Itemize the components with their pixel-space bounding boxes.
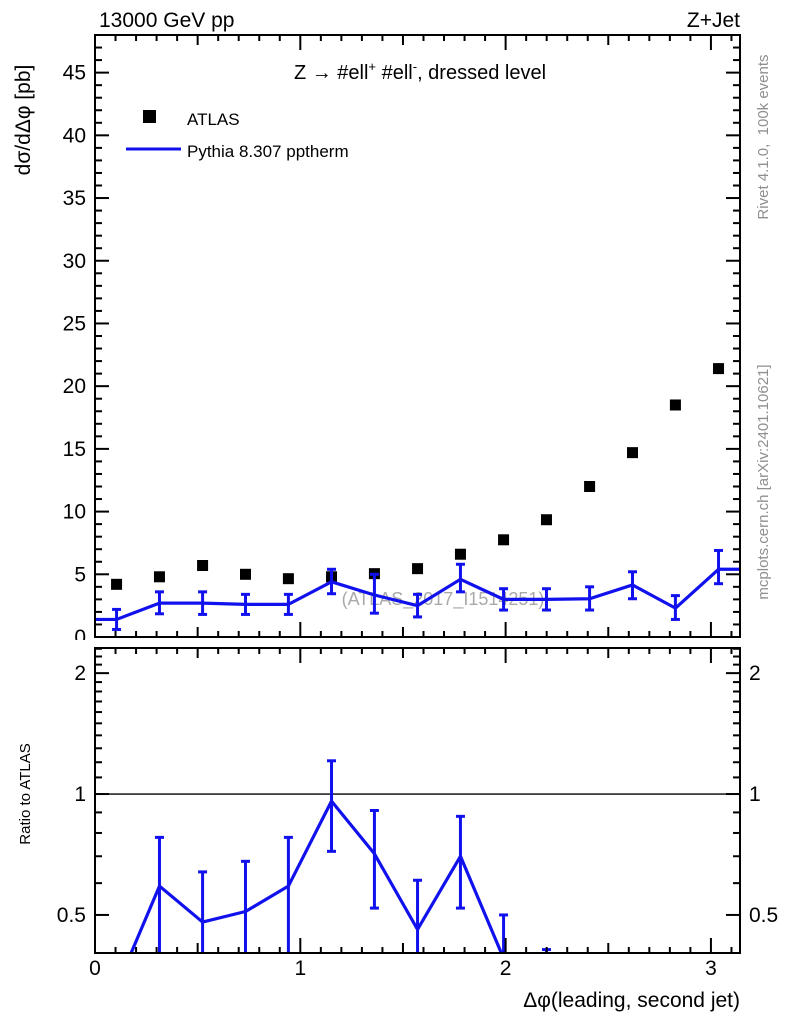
y-tick-label: 0 <box>74 626 86 649</box>
y-tick-label: 30 <box>63 250 86 273</box>
x-tick-label: 0 <box>89 957 101 980</box>
data-point-marker <box>669 399 681 411</box>
y-tick-label: 25 <box>63 312 86 335</box>
data-point-marker <box>584 481 596 492</box>
x-tick-label: 3 <box>705 957 717 980</box>
y-tick-label: 10 <box>63 501 86 524</box>
rivet-version-note: Rivet 4.1.0, 100k events <box>755 54 772 219</box>
ratio-y-tick-label: 1 <box>749 783 761 806</box>
y-tick-label: 5 <box>74 563 86 586</box>
y-tick-label: 35 <box>63 187 86 210</box>
ratio-y-axis-title: Ratio to ATLAS <box>17 743 34 844</box>
ratio-y-tick-label: 1 <box>74 783 86 806</box>
process-label: Z+Jet <box>687 9 740 32</box>
x-tick-label: 2 <box>500 957 512 980</box>
y-tick-label: 15 <box>63 438 86 461</box>
ratio-y-tick-label: 0.5 <box>57 904 86 927</box>
mcplots-arxiv-note: mcplots.cern.ch [arXiv:2401.10621] <box>755 364 772 599</box>
ratio-y-tick-label: 0.5 <box>749 904 778 927</box>
ratio-line <box>129 799 504 953</box>
y-tick-label: 40 <box>63 124 86 147</box>
x-axis-title: Δφ(leading, second jet) <box>523 989 740 1012</box>
data-point-marker <box>498 534 510 546</box>
mc-line <box>95 567 740 622</box>
legend-label-pythia: Pythia 8.307 pptherm <box>187 142 349 161</box>
data-point-marker <box>197 560 209 572</box>
data-point-marker <box>239 568 251 580</box>
beam-energy-label: 13000 GeV pp <box>99 9 234 32</box>
ratio-panel-data <box>95 759 740 953</box>
data-point-marker <box>713 363 725 375</box>
ratio-y-tick-label: 2 <box>749 662 761 685</box>
ratio-y-tick-label: 2 <box>74 662 86 685</box>
data-point-marker <box>454 548 466 560</box>
panel-title-part: Z → #ell <box>294 62 368 84</box>
data-point-marker <box>627 447 638 459</box>
data-point-marker <box>540 514 552 526</box>
panel-title-part: #ell <box>376 62 413 84</box>
panel-title-sup-plus: + <box>368 59 376 74</box>
panel-title-part: , dressed level <box>417 62 546 84</box>
data-point-marker <box>282 573 294 585</box>
ratio-panel-frame <box>94 647 741 954</box>
legend-marker-atlas-square-icon <box>143 110 156 123</box>
y-tick-label: 45 <box>63 62 86 85</box>
panel-title-sup-minus: - <box>413 59 417 74</box>
main-panel-frame <box>94 34 741 638</box>
y-tick-label: 20 <box>63 375 86 398</box>
x-tick-label: 1 <box>294 957 306 980</box>
data-point-marker <box>111 578 123 590</box>
axis-ticks <box>94 35 740 953</box>
main-panel-data <box>95 363 740 631</box>
data-point-marker <box>153 571 165 583</box>
legend-label-atlas: ATLAS <box>187 110 240 129</box>
data-point-marker <box>412 563 424 575</box>
panel-title: Z → #ell+ #ell-, dressed level <box>294 59 546 84</box>
main-y-axis-title: dσ/dΔφ [pb] <box>12 65 35 176</box>
